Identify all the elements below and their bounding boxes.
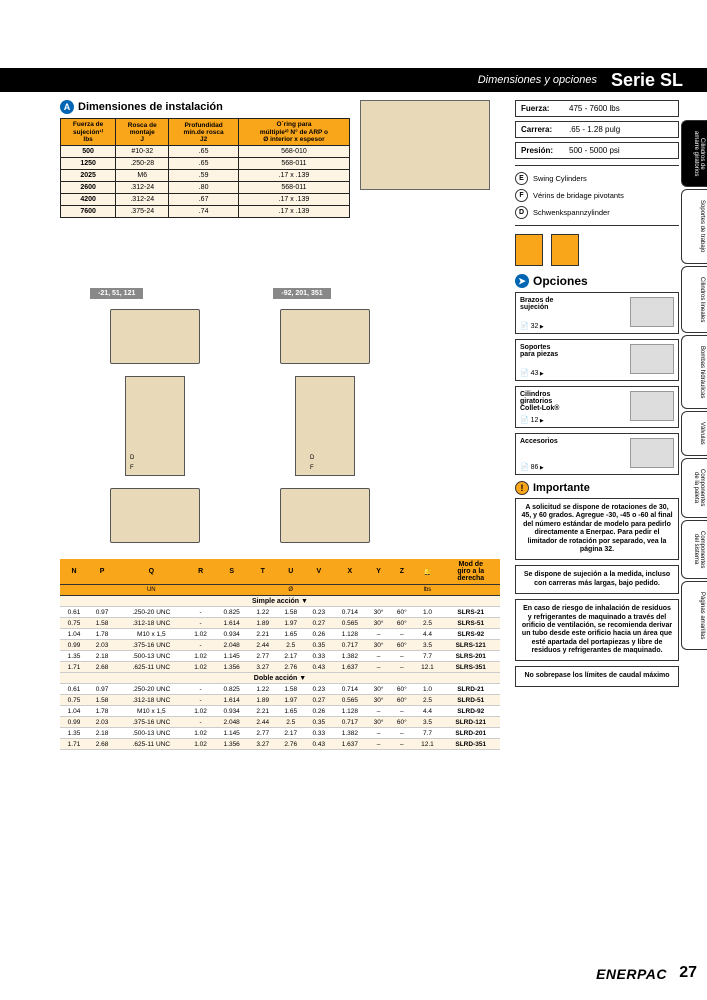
spec-presion: Presión:500 - 5000 psi <box>515 142 679 159</box>
note-box: No sobrepase los límites de caudal máxim… <box>515 666 679 686</box>
header-bar: Dimensiones y opciones Serie SL <box>0 68 707 92</box>
footer-brand: ENERPAC <box>596 966 667 982</box>
install-title-text: Dimensiones de instalación <box>78 101 223 113</box>
diag-3 <box>110 488 200 543</box>
install-table: Fuerza de sujeción¹⁾ lbsRosca de montaje… <box>60 118 350 218</box>
diagram-grid: FD FD <box>110 309 500 543</box>
note-box: En caso de riesgo de inhalación de resid… <box>515 599 679 661</box>
arrow-icon: ➤ <box>515 274 529 288</box>
vtab-7[interactable]: Páginas amarillas <box>681 581 707 650</box>
badge-a-icon: A <box>60 100 74 114</box>
lang-E: ESwing Cylinders <box>515 172 679 185</box>
lang-F: FVérins de bridage pivotants <box>515 189 679 202</box>
diag-4 <box>280 309 370 364</box>
main-content: A Dimensiones de instalación Fuerza de s… <box>60 100 500 750</box>
note-box: A solicitud se dispone de rotaciones de … <box>515 498 679 560</box>
diagram-col-left: FD <box>110 309 200 543</box>
header-subtitle: Dimensiones y opciones <box>478 74 597 86</box>
vtab-6[interactable]: Componentes del sistema <box>681 520 707 579</box>
warning-icon: ! <box>515 481 529 495</box>
hydraulic-icons <box>515 234 679 266</box>
vtab-5[interactable]: Componentes de la paleta <box>681 458 707 517</box>
note-box: Se dispone de sujeción a la medida, incl… <box>515 565 679 594</box>
spec-carrera: Carrera:.65 - 1.28 pulg <box>515 121 679 138</box>
header-title: Serie SL <box>611 70 683 91</box>
lang-D: DSchwenkspannzylinder <box>515 206 679 219</box>
diagram-col-right: FD <box>280 309 370 543</box>
vtab-0[interactable]: Cilindros de amarre giratorios <box>681 120 707 187</box>
diag-5: FD <box>295 376 355 476</box>
diag-6 <box>280 488 370 543</box>
importante-header: ! Importante <box>515 481 679 495</box>
vtab-1[interactable]: Soportes de trabajo <box>681 189 707 263</box>
vtab-4[interactable]: Válvulas <box>681 411 707 456</box>
sidebar: Fuerza:475 - 7600 lbs Carrera:.65 - 1.28… <box>515 100 679 692</box>
option-card[interactable]: Accesorios📄 86 <box>515 433 679 475</box>
vtab-3[interactable]: Bombas hidráulicas <box>681 335 707 409</box>
spec-fuerza: Fuerza:475 - 7600 lbs <box>515 100 679 117</box>
vtab-2[interactable]: Cilindros lineales <box>681 266 707 333</box>
variant-tab-left: -21, 51, 121 <box>90 288 143 299</box>
install-diagram <box>360 100 490 190</box>
hydraulic-icon-2 <box>551 234 579 266</box>
diag-1 <box>110 309 200 364</box>
dimension-table: NPQRSTUVXYZ🔔Mod de giro a la derecha UNØ… <box>60 559 500 750</box>
vertical-tabs: Cilindros de amarre giratoriosSoportes d… <box>681 120 707 652</box>
option-card[interactable]: Soportes para piezas📄 43 <box>515 339 679 381</box>
option-card[interactable]: Cilindros giratorios Collet-Lok®📄 12 <box>515 386 679 428</box>
option-card[interactable]: Brazos de sujeción📄 32 <box>515 292 679 334</box>
opciones-header: ➤ Opciones <box>515 274 679 288</box>
hydraulic-icon-1 <box>515 234 543 266</box>
variant-tab-right: -92, 201, 351 <box>273 288 330 299</box>
page-number: 27 <box>679 964 697 982</box>
diag-2: FD <box>125 376 185 476</box>
variant-tabs-row: -21, 51, 121 -92, 201, 351 <box>90 288 500 299</box>
